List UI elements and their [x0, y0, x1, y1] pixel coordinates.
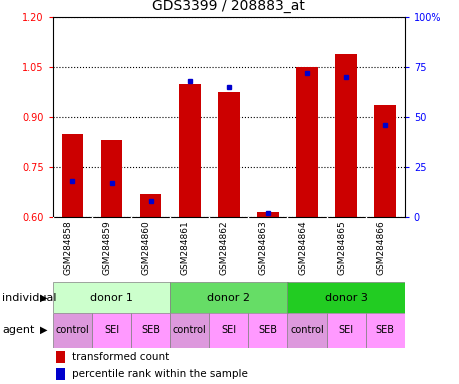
- Text: SEB: SEB: [141, 325, 160, 335]
- Text: SEI: SEI: [104, 325, 119, 335]
- Text: percentile rank within the sample: percentile rank within the sample: [72, 369, 247, 379]
- Bar: [218, 92, 239, 217]
- Bar: [179, 84, 200, 217]
- Title: GDS3399 / 208883_at: GDS3399 / 208883_at: [152, 0, 305, 13]
- Bar: [56, 351, 65, 363]
- Bar: [287, 313, 326, 348]
- Text: agent: agent: [2, 325, 34, 335]
- Bar: [257, 212, 278, 217]
- Bar: [131, 313, 170, 348]
- Text: donor 2: donor 2: [207, 293, 250, 303]
- Text: GSM284862: GSM284862: [219, 220, 229, 275]
- Bar: [53, 282, 170, 313]
- Text: GSM284864: GSM284864: [297, 220, 307, 275]
- Bar: [374, 106, 395, 217]
- Bar: [287, 282, 404, 313]
- Bar: [335, 54, 356, 217]
- Text: ▶: ▶: [40, 325, 48, 335]
- Bar: [365, 313, 404, 348]
- Text: GSM284858: GSM284858: [63, 220, 73, 275]
- Text: control: control: [56, 325, 89, 335]
- Bar: [296, 67, 317, 217]
- Text: GSM284863: GSM284863: [258, 220, 267, 275]
- Text: SEB: SEB: [375, 325, 394, 335]
- Text: donor 1: donor 1: [90, 293, 133, 303]
- Text: SEB: SEB: [258, 325, 277, 335]
- Bar: [92, 313, 131, 348]
- Text: donor 3: donor 3: [324, 293, 367, 303]
- Text: control: control: [173, 325, 206, 335]
- Bar: [170, 313, 209, 348]
- Text: GSM284861: GSM284861: [180, 220, 190, 275]
- Text: GSM284860: GSM284860: [141, 220, 151, 275]
- Text: GSM284865: GSM284865: [336, 220, 345, 275]
- Text: SEI: SEI: [338, 325, 353, 335]
- Text: GSM284866: GSM284866: [375, 220, 385, 275]
- Bar: [248, 313, 287, 348]
- Text: control: control: [290, 325, 323, 335]
- Text: GSM284859: GSM284859: [102, 220, 112, 275]
- Bar: [101, 141, 122, 217]
- Text: transformed count: transformed count: [72, 352, 169, 362]
- Bar: [326, 313, 365, 348]
- Bar: [53, 313, 92, 348]
- Text: SEI: SEI: [221, 325, 236, 335]
- Bar: [56, 368, 65, 380]
- Text: individual: individual: [2, 293, 56, 303]
- Bar: [140, 194, 161, 217]
- Bar: [62, 134, 83, 217]
- Bar: [209, 313, 248, 348]
- Bar: [170, 282, 287, 313]
- Text: ▶: ▶: [40, 293, 48, 303]
